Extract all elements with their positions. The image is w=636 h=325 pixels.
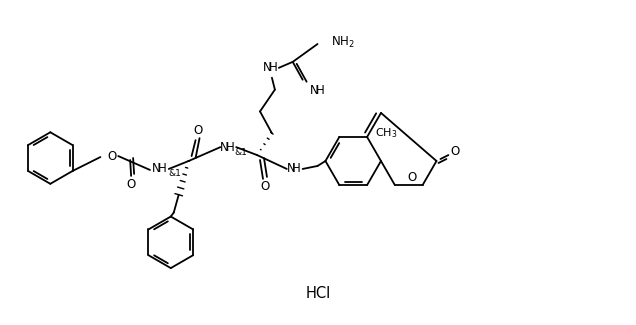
Text: &1: &1 [169, 169, 181, 178]
Text: H: H [293, 162, 301, 176]
Text: N: N [263, 61, 272, 74]
Text: H: H [316, 84, 325, 97]
Text: H: H [226, 141, 235, 154]
Text: H: H [268, 61, 277, 74]
Text: O: O [127, 178, 135, 191]
Text: &1: &1 [235, 148, 247, 157]
Text: N: N [286, 162, 295, 176]
Text: CH$_3$: CH$_3$ [375, 126, 397, 140]
Text: N: N [310, 84, 319, 97]
Text: O: O [107, 150, 117, 162]
Text: NH$_2$: NH$_2$ [331, 34, 356, 50]
Text: N: N [151, 162, 160, 176]
Text: H: H [158, 162, 166, 176]
Text: HCl: HCl [305, 286, 331, 301]
Text: O: O [407, 171, 417, 184]
Text: O: O [451, 145, 460, 158]
Text: N: N [220, 141, 229, 154]
Text: O: O [193, 124, 202, 137]
Text: O: O [260, 180, 270, 193]
